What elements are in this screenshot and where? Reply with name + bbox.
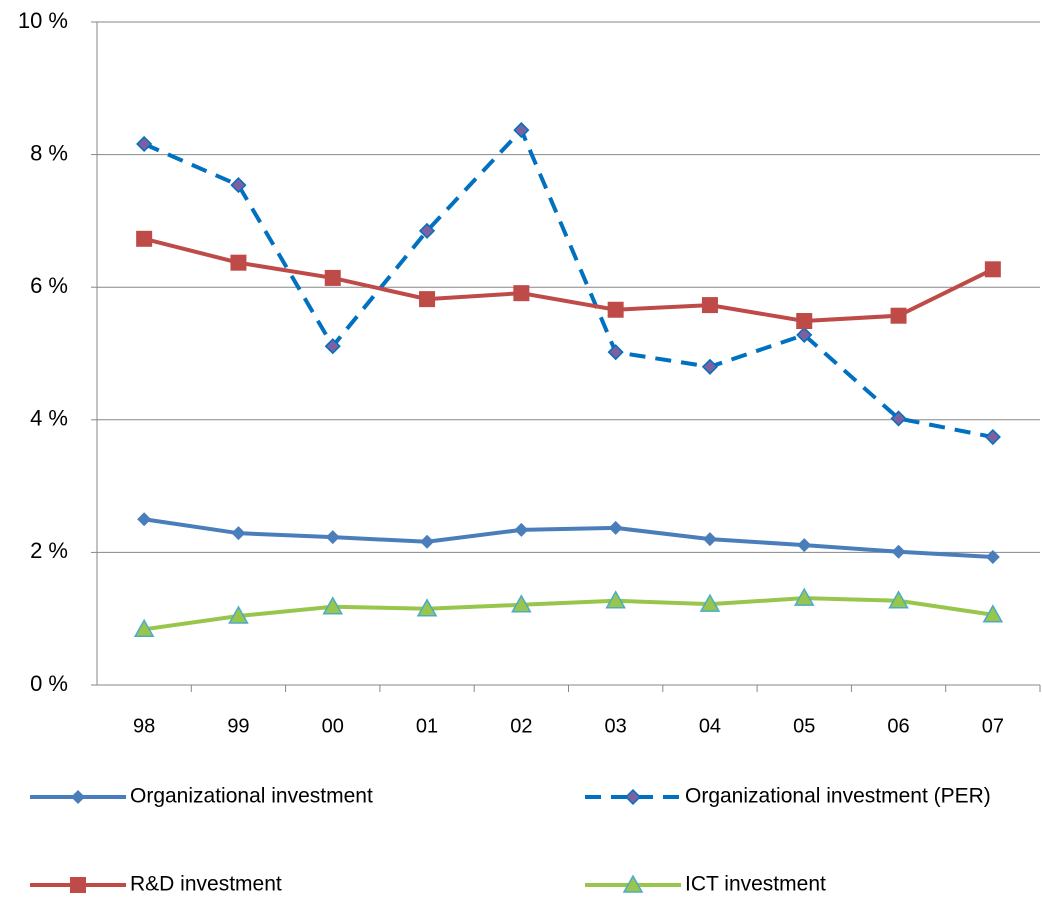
data-point xyxy=(230,254,247,271)
legend-marker xyxy=(70,877,86,893)
y-tick-label: 10 % xyxy=(18,8,68,33)
data-point xyxy=(513,285,530,302)
data-point xyxy=(136,135,153,153)
data-point xyxy=(888,590,909,609)
x-tick-label: 05 xyxy=(793,715,815,737)
data-point xyxy=(324,338,341,355)
data-point xyxy=(133,618,155,638)
data-point xyxy=(324,269,341,286)
y-tick-label: 0 % xyxy=(30,671,68,696)
data-point xyxy=(985,550,1000,565)
data-point xyxy=(420,534,435,549)
data-point xyxy=(796,326,813,343)
legend-label: Organizational investment xyxy=(130,785,373,808)
series-line xyxy=(143,236,994,324)
data-point xyxy=(984,428,1001,446)
series-line xyxy=(143,517,993,560)
x-tick-label: 04 xyxy=(699,715,721,737)
data-point xyxy=(982,604,1004,623)
x-tick-label: 00 xyxy=(322,715,344,737)
data-point xyxy=(607,301,624,318)
x-tick-label: 98 xyxy=(133,715,155,737)
y-tick-label: 4 % xyxy=(30,406,68,431)
data-point xyxy=(230,177,247,194)
data-point xyxy=(701,297,718,314)
data-point xyxy=(511,594,532,613)
data-point xyxy=(890,410,907,427)
data-point xyxy=(419,291,436,308)
data-point xyxy=(418,222,436,239)
y-tick-label: 8 % xyxy=(30,140,68,165)
x-tick-label: 06 xyxy=(887,715,909,737)
data-point xyxy=(701,358,719,375)
series-line xyxy=(143,126,994,440)
x-tick-label: 02 xyxy=(510,715,532,737)
data-point xyxy=(231,526,246,541)
legend-marker xyxy=(624,788,642,806)
data-point xyxy=(796,313,813,330)
x-tick-label: 01 xyxy=(416,715,438,737)
data-point xyxy=(890,307,907,324)
series-line xyxy=(143,596,994,632)
y-tick-label: 2 % xyxy=(30,538,68,563)
data-point xyxy=(699,593,721,612)
data-point xyxy=(137,512,152,527)
x-tick-label: 07 xyxy=(982,715,1004,737)
data-point xyxy=(228,605,249,624)
data-point xyxy=(984,261,1001,278)
data-point xyxy=(514,522,529,537)
data-point xyxy=(322,596,344,615)
x-tick-label: 03 xyxy=(605,715,627,737)
data-point xyxy=(702,532,717,547)
legend-label: R&D investment xyxy=(130,873,282,896)
data-point xyxy=(793,587,815,606)
x-tick-label: 99 xyxy=(227,715,249,737)
legend-marker xyxy=(71,790,85,804)
legend-marker xyxy=(622,874,644,893)
data-point xyxy=(416,598,438,617)
data-point xyxy=(513,122,530,139)
data-point xyxy=(607,344,624,361)
y-tick-label: 6 % xyxy=(30,273,68,298)
data-point xyxy=(325,530,340,545)
data-point xyxy=(608,520,623,535)
data-point xyxy=(605,590,626,609)
data-point xyxy=(797,538,812,553)
data-point xyxy=(136,230,153,247)
legend-label: ICT investment xyxy=(685,873,826,896)
legend-label: Organizational investment (PER) xyxy=(685,785,991,808)
data-point xyxy=(891,544,906,559)
